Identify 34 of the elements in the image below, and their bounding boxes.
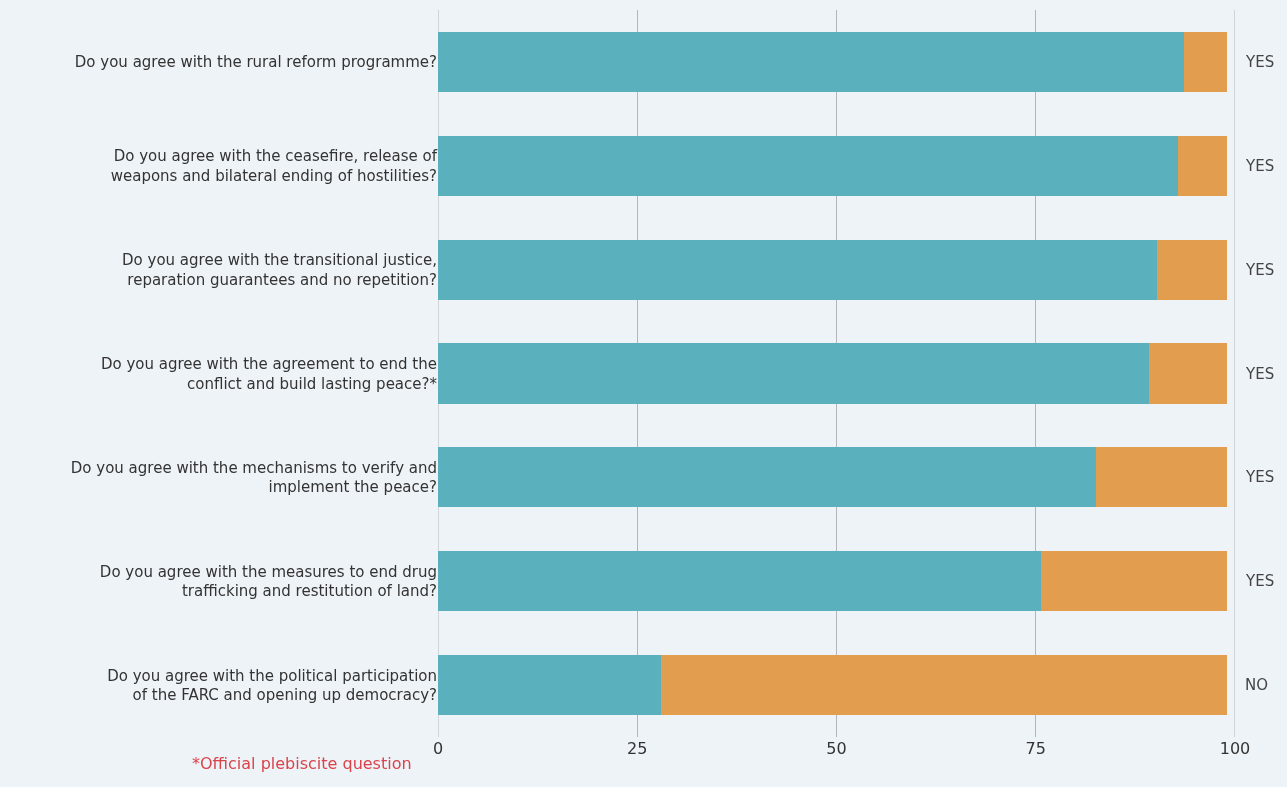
y-tick-label: Do you agree with the measures to end drug trafficking and restitution of land? [99, 562, 437, 601]
x-tick-label: 100 [1219, 739, 1251, 758]
x-tick-label: 50 [826, 739, 847, 758]
text: YES [1245, 468, 1275, 486]
x-tick-label: 75 [1025, 739, 1046, 758]
bar [438, 654, 662, 716]
bar [661, 654, 1228, 716]
text: YES [1245, 157, 1275, 175]
y-tick-label: Do you agree with the political participation of the FARC and opening up democracy? [107, 666, 437, 705]
bar [1096, 447, 1228, 508]
bar [1041, 551, 1228, 612]
bar [1148, 343, 1228, 404]
bar [438, 239, 1157, 300]
bar [1156, 239, 1228, 300]
text: YES [1245, 365, 1275, 383]
x-tick-label: 25 [627, 739, 648, 758]
x-tick-label: 0 [432, 739, 444, 758]
text: YES [1245, 261, 1275, 279]
y-tick-label: Do you agree with the mechanisms to verify and implement the peace? [70, 458, 437, 497]
bar [1178, 135, 1228, 196]
bar [1183, 31, 1228, 93]
y-tick-label: Do you agree with the rural reform programme? [74, 53, 437, 72]
y-tick-label: Do you agree with the ceasefire, release of weapons and bilateral ending of hostilities? [110, 147, 438, 185]
text: YES [1245, 53, 1275, 71]
text: YES [1245, 572, 1275, 590]
bar [438, 343, 1149, 404]
text: *Official plebiscite question [192, 754, 412, 773]
y-tick-label: Do you agree with the transitional justice, reparation guarantees and no repetition? [122, 251, 437, 289]
bar [438, 31, 1184, 93]
bar [438, 135, 1179, 196]
bar [438, 551, 1042, 612]
y-tick-label: Do you agree with the agreement to end the conflict and build lasting peace?* [100, 355, 438, 393]
text: NO [1245, 676, 1269, 694]
bar [438, 447, 1097, 508]
